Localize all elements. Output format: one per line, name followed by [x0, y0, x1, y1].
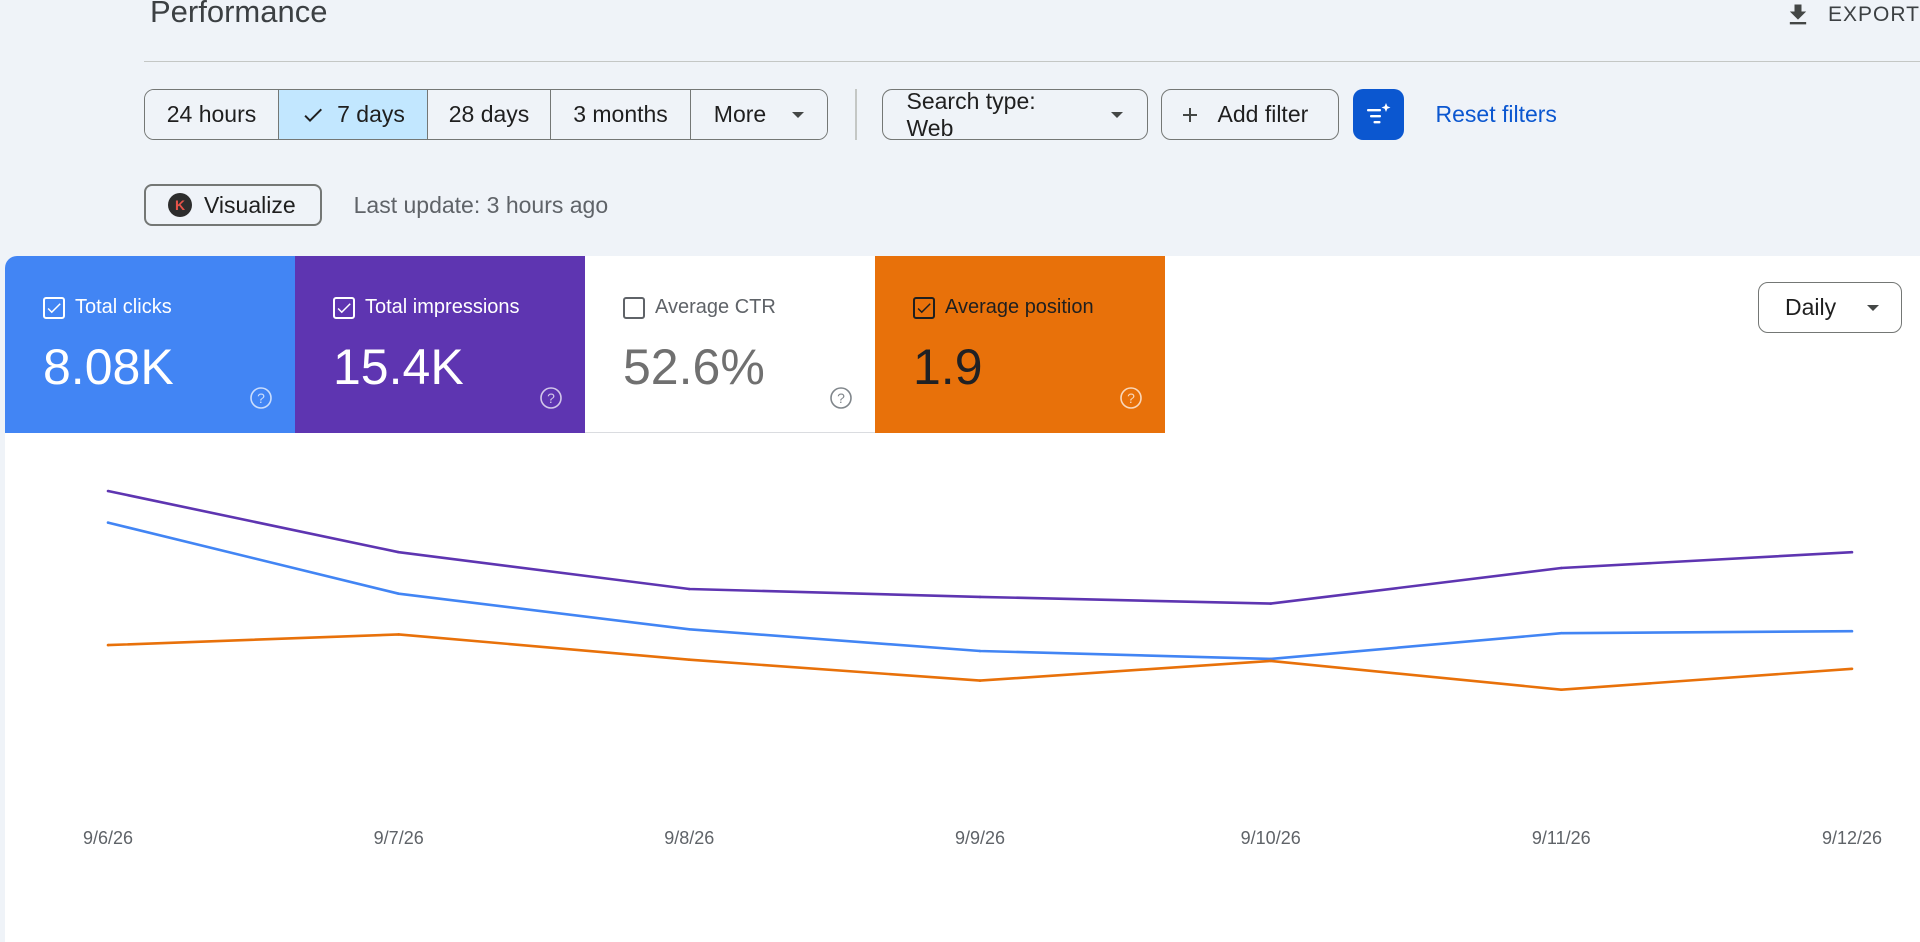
- svg-text:?: ?: [837, 390, 845, 406]
- page-header: Performance EXPORT: [144, 0, 1920, 62]
- range-3-months-button[interactable]: 3 months: [551, 90, 691, 139]
- x-tick-label: 9/8/26: [664, 828, 714, 848]
- svg-text:?: ?: [257, 390, 265, 406]
- caret-down-icon: [1867, 304, 1879, 311]
- x-tick-label: 9/7/26: [374, 828, 424, 848]
- data-point[interactable]: [106, 521, 110, 524]
- help-icon[interactable]: ?: [1119, 386, 1143, 410]
- divider: [855, 89, 857, 140]
- data-point[interactable]: [978, 679, 982, 682]
- range-label: More: [713, 101, 767, 127]
- data-point[interactable]: [978, 649, 982, 653]
- data-point[interactable]: [688, 628, 691, 631]
- range-label: 24 hours: [166, 101, 257, 127]
- checkbox-checked-icon[interactable]: [43, 296, 65, 319]
- data-point[interactable]: [1269, 659, 1272, 663]
- data-point[interactable]: [397, 633, 401, 636]
- x-tick-label: 9/10/26: [1241, 828, 1301, 848]
- granularity-dropdown[interactable]: Daily: [1758, 282, 1902, 333]
- data-point[interactable]: [397, 550, 401, 554]
- data-point[interactable]: [1560, 631, 1563, 635]
- plus-icon: [1182, 107, 1197, 122]
- range-7-days-button[interactable]: 7 days: [279, 90, 428, 139]
- metric-label: Total clicks: [75, 296, 172, 318]
- metric-label: Total impressions: [365, 296, 520, 318]
- range-label: 7 days: [337, 101, 405, 127]
- filter-sparkle-icon: [1367, 102, 1391, 123]
- data-point[interactable]: [1850, 550, 1854, 554]
- search-type-label: Search type: Web: [906, 87, 1036, 141]
- metric-card-average-ctr[interactable]: Average CTR 52.6% ?: [585, 256, 875, 433]
- k-logo-icon: K: [168, 193, 192, 217]
- x-tick-label: 9/11/26: [1532, 828, 1591, 848]
- export-label: EXPORT: [1828, 3, 1920, 26]
- info-row: K Visualize Last update: 3 hours ago: [144, 184, 608, 226]
- ai-filter-button[interactable]: [1352, 89, 1404, 140]
- visualize-button[interactable]: K Visualize: [144, 184, 322, 226]
- series-line-total-clicks: [107, 521, 1853, 661]
- performance-panel: Total clicks 8.08K ? Total impressions 1…: [5, 256, 1920, 942]
- range-24-hours-button[interactable]: 24 hours: [145, 90, 279, 139]
- add-filter-button[interactable]: Add filter: [1160, 89, 1339, 140]
- data-point[interactable]: [106, 643, 110, 647]
- metric-label: Average CTR: [655, 296, 776, 318]
- more-ranges-dropdown[interactable]: More: [691, 90, 827, 139]
- help-icon[interactable]: ?: [829, 386, 853, 410]
- metric-value: 52.6%: [623, 339, 765, 395]
- performance-line-chart: 9/6/26 9/7/26 9/8/26 9/9/26 9/10/26 9/11/26 9/…: [83, 489, 1882, 848]
- download-icon: [1789, 4, 1807, 25]
- metric-value: 8.08K: [43, 339, 174, 395]
- range-label: 3 months: [573, 101, 668, 127]
- x-tick-label: 9/9/26: [955, 828, 1005, 848]
- check-icon: [304, 108, 323, 122]
- x-tick-label: 9/6/26: [83, 828, 133, 848]
- data-point[interactable]: [1269, 657, 1272, 661]
- add-filter-label: Add filter: [1217, 101, 1309, 127]
- svg-text:?: ?: [547, 390, 555, 406]
- search-type-dropdown[interactable]: Search type: Web: [881, 87, 1148, 141]
- metric-value: 1.9: [913, 339, 983, 395]
- data-point[interactable]: [688, 658, 691, 661]
- date-range-selector: 24 hours 7 days 28 days 3 months More: [144, 89, 828, 140]
- last-update-text: Last update: 3 hours ago: [353, 191, 609, 218]
- metric-card-total-clicks[interactable]: Total clicks 8.08K ?: [5, 256, 295, 433]
- checkbox-checked-icon[interactable]: [913, 296, 935, 319]
- export-button[interactable]: EXPORT: [1784, 0, 1920, 30]
- range-label: 28 days: [448, 101, 530, 127]
- data-point[interactable]: [1269, 602, 1272, 605]
- data-point[interactable]: [1560, 688, 1563, 691]
- checkbox-checked-icon[interactable]: [333, 296, 355, 319]
- metric-card-average-position[interactable]: Average position 1.9 ?: [875, 256, 1165, 433]
- metric-label: Average position: [945, 296, 1094, 318]
- data-point[interactable]: [1560, 566, 1563, 570]
- data-point[interactable]: [397, 592, 401, 595]
- help-icon[interactable]: ?: [249, 386, 273, 410]
- caret-down-icon: [1110, 111, 1123, 118]
- visualize-label: Visualize: [204, 191, 296, 218]
- metric-cards: Total clicks 8.08K ? Total impressions 1…: [5, 256, 1165, 433]
- caret-down-icon: [792, 111, 805, 118]
- data-point[interactable]: [106, 489, 110, 493]
- x-tick-label: 9/12/26: [1822, 828, 1882, 848]
- filter-toolbar: 24 hours 7 days 28 days 3 months More Se…: [144, 87, 1557, 141]
- data-point[interactable]: [688, 587, 691, 591]
- metric-value: 15.4K: [333, 339, 464, 395]
- help-icon[interactable]: ?: [539, 386, 563, 410]
- reset-filters-link[interactable]: Reset filters: [1435, 101, 1557, 127]
- svg-text:?: ?: [1127, 390, 1135, 406]
- checkbox-unchecked-icon[interactable]: [623, 296, 645, 319]
- data-point[interactable]: [1850, 667, 1854, 671]
- page-title: Performance: [150, 0, 328, 29]
- metric-card-total-impressions[interactable]: Total impressions 15.4K ?: [295, 256, 585, 433]
- range-28-days-button[interactable]: 28 days: [428, 90, 551, 139]
- data-point[interactable]: [1850, 629, 1854, 633]
- granularity-label: Daily: [1785, 294, 1837, 320]
- data-point[interactable]: [978, 595, 982, 599]
